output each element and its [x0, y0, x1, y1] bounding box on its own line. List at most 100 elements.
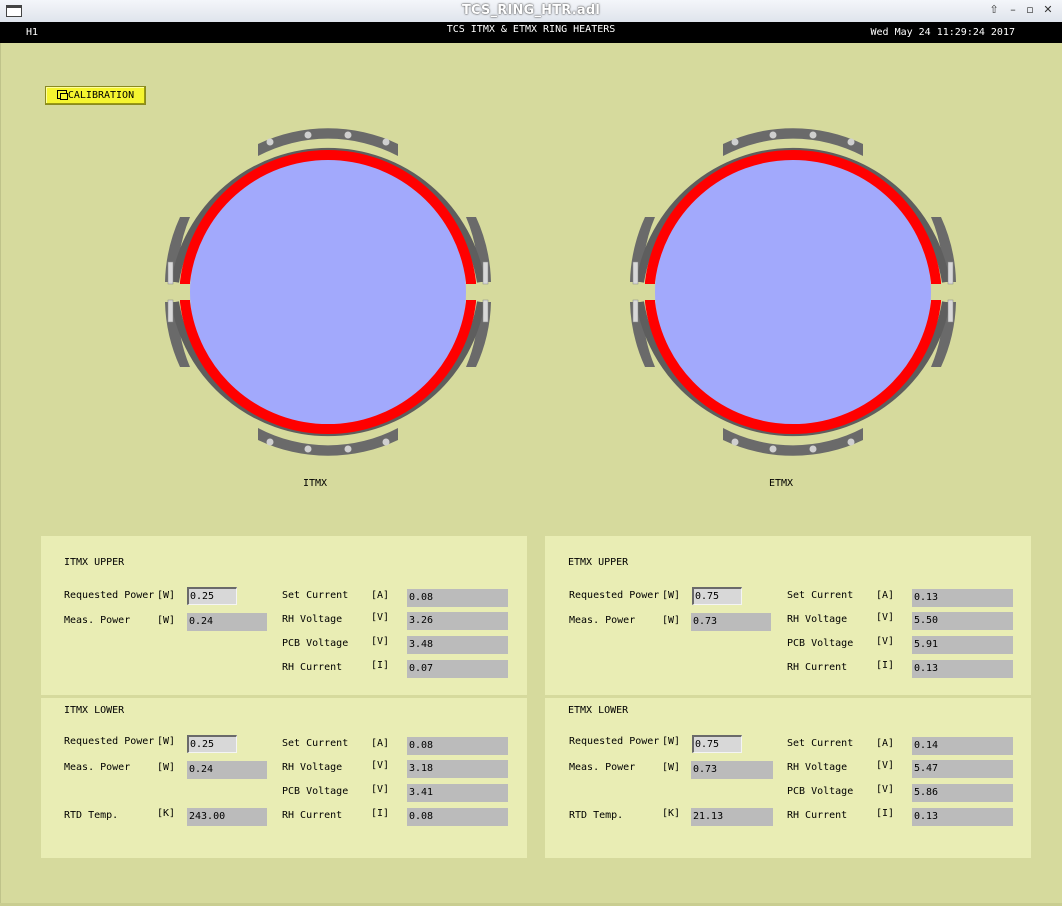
itmx-upper-requested-power-unit: [W] [157, 590, 176, 601]
etmx-upper-meas-power-unit: [W] [662, 615, 681, 626]
itmx-lower-requested-power-label: Requested Power [64, 736, 155, 747]
etmx-upper-rh-current-unit: [I] [876, 660, 895, 671]
etmx-lower-rtd-temp-label: RTD Temp. [569, 810, 624, 821]
datetime-label: Wed May 24 11:29:24 2017 [870, 27, 1016, 38]
etmx-lower-pcb-voltage-label: PCB Voltage [787, 786, 854, 797]
etmx-lower-heater [645, 300, 941, 435]
etmx-lower-rh-current-unit: [I] [876, 808, 895, 819]
itmx-upper-meas-power-label: Meas. Power [64, 615, 131, 626]
itmx-upper-heater [180, 149, 476, 284]
etmx-label: ETMX [769, 478, 794, 489]
itmx-upper-rh-voltage-label: RH Voltage [282, 614, 343, 625]
related-display-icon [56, 90, 68, 100]
itmx-upper-requested-power-label: Requested Power [64, 590, 155, 601]
screen-header: H1 TCS ITMX & ETMX RING HEATERS Wed May … [0, 22, 1062, 43]
etmx-lower-set-current-unit: [A] [876, 738, 895, 749]
itmx-upper-pcb-voltage-unit: [V] [371, 636, 390, 647]
itmx-upper-meas-power-unit: [W] [157, 615, 176, 626]
etmx-lower-rtd-temp-unit: [K] [662, 808, 681, 819]
itmx-lower-meas-power-unit: [W] [157, 762, 176, 773]
calibration-button-label: CALIBRATION [67, 90, 135, 101]
itmx-lower-rtd-temp-label: RTD Temp. [64, 810, 119, 821]
window-title: TCS_RING_HTR.adl [461, 3, 601, 18]
etmx-lower-rh-voltage-value: 5.47 [912, 760, 1013, 778]
itmx-lower-rh-voltage-label: RH Voltage [282, 762, 343, 773]
etmx-lower-requested-power-input[interactable]: 0.75 [692, 735, 742, 753]
etmx-upper-meas-power-value: 0.73 [691, 613, 771, 631]
etmx-lower-requested-power-label: Requested Power [569, 736, 660, 747]
etmx-lower-meas-power-label: Meas. Power [569, 762, 636, 773]
etmx-upper-requested-power-unit: [W] [662, 590, 681, 601]
etmx-lower-meas-power-unit: [W] [662, 762, 681, 773]
itmx-lower-pcb-voltage-unit: [V] [371, 784, 390, 795]
itmx-lower-requested-power-input[interactable]: 0.25 [187, 735, 237, 753]
itmx-upper-rh-voltage-value: 3.26 [407, 612, 508, 630]
itmx-upper-rh-voltage-unit: [V] [371, 612, 390, 623]
itmx-lower-meas-power-value: 0.24 [187, 761, 267, 779]
itmx-upper-meas-power-value: 0.24 [187, 613, 267, 631]
itmx-upper-requested-power-input[interactable]: 0.25 [187, 587, 237, 605]
etmx-upper-pcb-voltage-unit: [V] [876, 636, 895, 647]
itmx-mirror [190, 154, 466, 430]
etmx-upper-set-current-value: 0.13 [912, 589, 1013, 607]
itmx-lower-pcb-voltage-label: PCB Voltage [282, 786, 349, 797]
itmx-lower-rtd-temp-unit: [K] [157, 808, 176, 819]
itmx-lower-rh-voltage-unit: [V] [371, 760, 390, 771]
etmx-lower-set-current-label: Set Current [787, 738, 854, 749]
itmx-upper-title: ITMX UPPER [64, 557, 125, 568]
itmx-lower-set-current-value: 0.08 [407, 737, 508, 755]
itmx-upper-pcb-voltage-value: 3.48 [407, 636, 508, 654]
window-titlebar: TCS_RING_HTR.adl ⇧ – ▫ ✕ [0, 0, 1062, 23]
maximize-icon[interactable]: ▫ [1026, 3, 1034, 16]
etmx-lower-rh-current-label: RH Current [787, 810, 848, 821]
window-bottom-border [0, 903, 1062, 906]
etmx-upper-set-current-label: Set Current [787, 590, 854, 601]
etmx-lower-meas-power-value: 0.73 [691, 761, 773, 779]
etmx-ring-graphic [630, 128, 956, 456]
window-menu-icon[interactable] [6, 5, 22, 17]
minimize-icon[interactable]: – [1010, 3, 1016, 16]
itmx-upper-pcb-voltage-label: PCB Voltage [282, 638, 349, 649]
itmx-lower-rh-current-unit: [I] [371, 808, 390, 819]
etmx-upper-heater [645, 149, 941, 284]
itmx-lower-set-current-label: Set Current [282, 738, 349, 749]
itmx-ring-graphic [165, 128, 491, 456]
etmx-lower-pcb-voltage-unit: [V] [876, 784, 895, 795]
itmx-upper-set-current-label: Set Current [282, 590, 349, 601]
etmx-upper-title: ETMX UPPER [568, 557, 629, 568]
itmx-lower-pcb-voltage-value: 3.41 [407, 784, 508, 802]
close-icon[interactable]: ✕ [1043, 3, 1053, 16]
itmx-label: ITMX [303, 478, 328, 489]
calibration-button[interactable]: CALIBRATION [45, 86, 146, 105]
itmx-lower-rtd-temp-value: 243.00 [187, 808, 267, 826]
itmx-divider [41, 695, 527, 698]
itmx-upper-rh-current-label: RH Current [282, 662, 343, 673]
itmx-upper-rh-current-unit: [I] [371, 660, 390, 671]
itmx-lower-set-current-unit: [A] [371, 738, 390, 749]
etmx-upper-rh-voltage-label: RH Voltage [787, 614, 848, 625]
etmx-mirror [655, 154, 931, 430]
screen-title: TCS ITMX & ETMX RING HEATERS [446, 24, 616, 35]
itmx-upper-set-current-value: 0.08 [407, 589, 508, 607]
etmx-upper-rh-voltage-unit: [V] [876, 612, 895, 623]
itmx-lower-rh-current-label: RH Current [282, 810, 343, 821]
etmx-lower-rh-voltage-unit: [V] [876, 760, 895, 771]
itmx-lower-rh-current-value: 0.08 [407, 808, 508, 826]
itmx-lower-heater [180, 300, 476, 435]
etmx-upper-rh-voltage-value: 5.50 [912, 612, 1013, 630]
etmx-upper-requested-power-input[interactable]: 0.75 [692, 587, 742, 605]
etmx-upper-set-current-unit: [A] [876, 590, 895, 601]
etmx-upper-meas-power-label: Meas. Power [569, 615, 636, 626]
etmx-lower-pcb-voltage-value: 5.86 [912, 784, 1013, 802]
etmx-upper-rh-current-label: RH Current [787, 662, 848, 673]
itmx-lower-requested-power-unit: [W] [157, 736, 176, 747]
etmx-lower-rh-voltage-label: RH Voltage [787, 762, 848, 773]
etmx-upper-pcb-voltage-label: PCB Voltage [787, 638, 854, 649]
etmx-upper-pcb-voltage-value: 5.91 [912, 636, 1013, 654]
etmx-lower-rh-current-value: 0.13 [912, 808, 1013, 826]
itmx-lower-meas-power-label: Meas. Power [64, 762, 131, 773]
etmx-upper-requested-power-label: Requested Power [569, 590, 660, 601]
etmx-divider [545, 695, 1031, 698]
keep-above-icon[interactable]: ⇧ [989, 3, 999, 16]
itmx-lower-rh-voltage-value: 3.18 [407, 760, 508, 778]
